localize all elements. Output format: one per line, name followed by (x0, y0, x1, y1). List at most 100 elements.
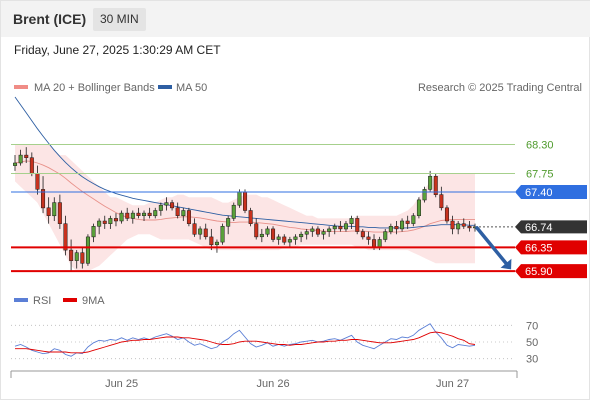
candle-body-up (416, 199, 421, 216)
candle (276, 234, 281, 245)
candle-body-up (276, 236, 281, 240)
candle-body-down (315, 228, 320, 235)
candle (349, 215, 354, 229)
candle (411, 213, 416, 227)
candle-body-down (282, 236, 287, 243)
price-level-support: 66.35 (11, 240, 587, 255)
candle-body-down (461, 223, 466, 227)
candle (287, 236, 292, 248)
candle (170, 199, 175, 211)
forecast-arrow (475, 226, 512, 270)
candle (422, 186, 427, 203)
ma20-legend-swatch (14, 85, 28, 89)
candle-body-up (327, 228, 332, 232)
candle (444, 205, 449, 224)
candle (214, 239, 219, 253)
candle-body-up (411, 215, 416, 224)
ma20-line (14, 160, 475, 233)
price-level-resistance: 68.30 (11, 140, 554, 152)
price-level-resistance: 67.75 (11, 169, 554, 181)
support-tag (515, 264, 587, 279)
rsi-tick-label: 30 (526, 354, 538, 366)
candle (130, 210, 135, 224)
candle (299, 231, 304, 243)
rsi-tick-label: 50 (526, 337, 538, 349)
rsi-9ma-line (15, 331, 476, 354)
candle (310, 226, 315, 237)
candle-body-down (35, 173, 40, 190)
candle-body-up (164, 202, 169, 206)
pivot-label: 67.40 (525, 187, 553, 199)
candle-body-up (332, 226, 337, 230)
candle (108, 215, 113, 229)
candle-body-up (349, 218, 354, 224)
candle (74, 250, 79, 269)
candle (119, 210, 124, 224)
price-panel (13, 96, 478, 272)
candle-body-down (444, 207, 449, 222)
candle-body-up (321, 231, 326, 235)
candle (175, 202, 180, 219)
candle-body-down (186, 210, 191, 224)
candle (282, 234, 287, 245)
candle (113, 213, 118, 227)
resistance-label: 68.30 (526, 140, 554, 152)
candle (456, 221, 461, 235)
candle-body-down (254, 223, 259, 238)
candle (304, 228, 309, 240)
candle-body-up (153, 210, 158, 217)
candle-body-up (13, 162, 18, 166)
candle (271, 226, 276, 243)
candle-body-up (428, 175, 433, 190)
candle (142, 210, 147, 222)
candle-body-up (377, 239, 382, 248)
candle-body-down (113, 218, 118, 222)
candle-body-up (108, 218, 113, 224)
candle-body-up (74, 252, 79, 261)
candle-body-down (450, 220, 455, 230)
candle (428, 170, 433, 192)
candle-body-up (383, 231, 388, 240)
candle-body-down (355, 218, 360, 232)
timeframe-button[interactable]: 30 MIN (93, 8, 146, 31)
candle-body-down (360, 231, 365, 238)
candle-body-up (119, 212, 124, 222)
candle-body-up (214, 241, 219, 245)
candle-body-up (456, 223, 461, 230)
price-level-support: 65.90 (11, 264, 587, 279)
candle-body-down (372, 239, 377, 248)
candle (433, 173, 438, 198)
candle-body-down (209, 236, 214, 246)
candle-body-up (142, 212, 147, 216)
candle-body-up (85, 236, 90, 264)
nine-ma-legend-label: 9MA (82, 295, 105, 307)
price-level-last: 66.74 (475, 220, 587, 234)
candle (24, 147, 29, 163)
candle-body-up (181, 210, 186, 217)
candle (254, 218, 259, 240)
candle-body-down (69, 249, 74, 261)
price-levels: 68.30 67.75 67.40 66.74 66.35 65.90 (11, 140, 587, 279)
candle-body-up (388, 226, 393, 232)
resistance-label: 67.75 (526, 169, 554, 181)
candle-body-down (102, 220, 107, 224)
candle (46, 197, 51, 224)
candle (293, 234, 298, 245)
candle (327, 226, 332, 237)
candle-body-up (52, 202, 57, 217)
candle-body-up (97, 220, 102, 227)
candle (338, 221, 343, 232)
candle-body-up (231, 204, 236, 219)
rsi-line (14, 323, 476, 357)
candle-body-up (237, 191, 242, 206)
candle-body-up (18, 154, 23, 164)
support-label: 66.35 (525, 242, 553, 254)
candle-body-up (265, 228, 270, 235)
candle-body-down (439, 194, 444, 209)
candle-body-up (220, 226, 225, 243)
candle (366, 231, 371, 245)
candle-body-up (226, 218, 231, 227)
candle (186, 207, 191, 227)
